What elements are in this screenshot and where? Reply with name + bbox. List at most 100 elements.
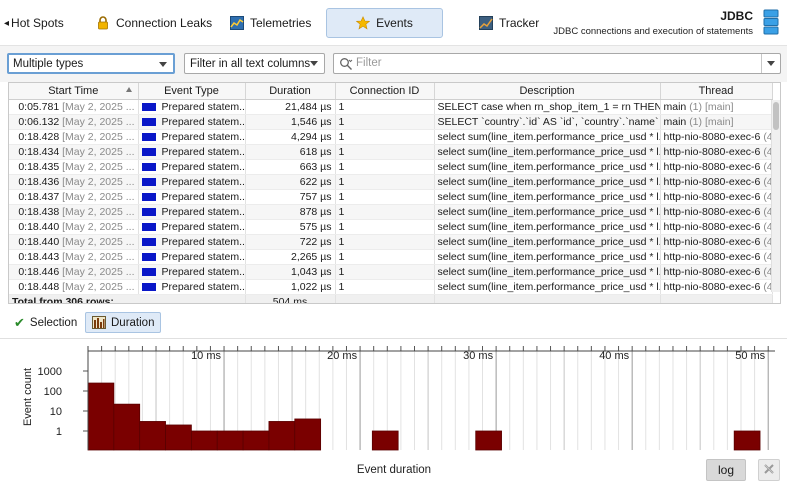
tab-telemetries[interactable]: Telemetries [230, 8, 330, 38]
cell-duration: 722 µs [245, 234, 336, 250]
cell-connection-id: 1 [335, 159, 435, 175]
cell-start-time: 0:18.443 [May 2, 2025 ... [9, 249, 139, 265]
search-input[interactable]: Filter [333, 53, 781, 74]
cell-description: select sum(line_item.performance_price_u… [434, 174, 661, 190]
column-header-start-time[interactable]: Start Time [9, 83, 139, 100]
total-empty-cell [434, 293, 661, 303]
histogram-bar [475, 430, 502, 451]
cell-description: select sum(line_item.performance_price_u… [434, 264, 661, 280]
table-row[interactable]: 0:18.443 [May 2, 2025 ... Prepared statem… [9, 249, 773, 265]
table-row[interactable]: 0:18.428 [May 2, 2025 ... Prepared statem… [9, 129, 773, 145]
x-tick-label: 30 ms [463, 350, 493, 362]
cell-description: select sum(line_item.performance_price_u… [434, 144, 661, 160]
table-row[interactable]: 0:18.446 [May 2, 2025 ... Prepared statem… [9, 264, 773, 280]
table-row[interactable]: 0:18.440 [May 2, 2025 ... Prepared statem… [9, 219, 773, 235]
table-row[interactable]: 0:18.438 [May 2, 2025 ... Prepared statem… [9, 204, 773, 220]
cell-event-type: Prepared statem... [138, 279, 246, 295]
x-tick-label: 50 ms [735, 350, 765, 362]
cell-duration: 1,546 µs [245, 114, 336, 130]
cell-connection-id: 1 [335, 189, 435, 205]
total-empty-cell [660, 293, 773, 303]
event-type-color-swatch [141, 222, 156, 231]
scrollbar-thumb[interactable] [773, 102, 779, 130]
x-axis-label: Event duration [357, 464, 431, 476]
cell-description: SELECT `country`.`id` AS `id`, `country`… [434, 114, 661, 130]
total-empty-cell [335, 293, 435, 303]
cell-description: select sum(line_item.performance_price_u… [434, 129, 661, 145]
cell-thread: main (1) [main] [660, 99, 773, 115]
cell-connection-id: 1 [335, 219, 435, 235]
cell-thread: http-nio-8080-exec-6 (49)... [660, 174, 773, 190]
events-table: Start Time Event Type Duration Connectio… [8, 82, 781, 304]
cell-event-type: Prepared statem... [138, 144, 246, 160]
event-type-color-swatch [141, 237, 156, 246]
cell-description: select sum(line_item.performance_price_u… [434, 189, 661, 205]
cell-event-type: Prepared statem... [138, 249, 246, 265]
x-tick-label: 20 ms [327, 350, 357, 362]
cell-duration: 622 µs [245, 174, 336, 190]
tab-label: Events [376, 16, 413, 30]
cell-duration: 878 µs [245, 204, 336, 220]
cell-start-time: 0:18.440 [May 2, 2025 ... [9, 234, 139, 250]
tab-tracker[interactable]: Tracker [479, 8, 559, 38]
checkmark-icon: ✔ [14, 314, 25, 330]
cell-connection-id: 1 [335, 264, 435, 280]
cell-start-time: 0:18.428 [May 2, 2025 ... [9, 129, 139, 145]
cell-duration: 2,265 µs [245, 249, 336, 265]
log-scale-button[interactable]: log [706, 459, 746, 481]
event-type-select[interactable]: Multiple types [7, 53, 175, 74]
cell-thread: http-nio-8080-exec-6 (49)... [660, 159, 773, 175]
table-row[interactable]: 0:18.437 [May 2, 2025 ... Prepared statem… [9, 189, 773, 205]
cell-description: select sum(line_item.performance_price_u… [434, 204, 661, 220]
table-row[interactable]: 0:05.781 [May 2, 2025 ... Prepared statem… [9, 99, 773, 115]
y-tick-label: 1 [56, 426, 62, 438]
chevron-down-icon[interactable] [767, 61, 775, 66]
text-column-filter-select[interactable]: Filter in all text columns [184, 53, 325, 74]
tab-connection-leaks[interactable]: Connection Leaks [96, 8, 226, 38]
selection-toggle[interactable]: ✔ Selection [8, 312, 83, 333]
star-icon [355, 16, 371, 30]
tab-hot-spots[interactable]: ◂ Hot Spots [4, 8, 84, 38]
vertical-scrollbar[interactable] [771, 100, 780, 292]
histogram-bar [87, 382, 115, 451]
cell-start-time: 0:18.438 [May 2, 2025 ... [9, 204, 139, 220]
chevron-down-icon [159, 62, 167, 67]
duration-label: Duration [111, 316, 155, 329]
column-header-thread[interactable]: Thread [660, 83, 773, 100]
table-row[interactable]: 0:18.448 [May 2, 2025 ... Prepared statem… [9, 279, 773, 295]
hot-spots-icon: ◂ [4, 17, 10, 29]
tab-label: Hot Spots [11, 16, 64, 30]
cell-thread: http-nio-8080-exec-6 (49)... [660, 219, 773, 235]
column-header-duration[interactable]: Duration [245, 83, 336, 100]
table-row[interactable]: 0:18.440 [May 2, 2025 ... Prepared statem… [9, 234, 773, 250]
cell-thread: http-nio-8080-exec-6 (49)... [660, 204, 773, 220]
tab-events[interactable]: Events [326, 8, 443, 38]
clear-selection-button[interactable] [758, 459, 780, 481]
table-row[interactable]: 0:18.434 [May 2, 2025 ... Prepared statem… [9, 144, 773, 160]
cell-connection-id: 1 [335, 249, 435, 265]
event-type-color-swatch [141, 192, 156, 201]
cell-start-time: 0:06.132 [May 2, 2025 ... [9, 114, 139, 130]
histogram-bar [113, 403, 141, 451]
top-tab-bar: ◂ Hot Spots Connection Leaks Telemetries… [0, 0, 787, 46]
column-header-connection-id[interactable]: Connection ID [335, 83, 435, 100]
table-row[interactable]: 0:18.436 [May 2, 2025 ... Prepared statem… [9, 174, 773, 190]
tracker-chart-icon [479, 16, 493, 30]
cell-start-time: 0:18.434 [May 2, 2025 ... [9, 144, 139, 160]
tab-label: Tracker [499, 16, 540, 30]
cell-thread: http-nio-8080-exec-6 (49)... [660, 264, 773, 280]
column-header-description[interactable]: Description [434, 83, 661, 100]
histogram-bar [294, 418, 322, 451]
column-header-event-type[interactable]: Event Type [138, 83, 246, 100]
tab-label: Telemetries [250, 16, 312, 30]
table-row[interactable]: 0:18.435 [May 2, 2025 ... Prepared statem… [9, 159, 773, 175]
lock-icon [96, 16, 110, 30]
event-type-value: Multiple types [13, 57, 84, 70]
cell-description: select sum(line_item.performance_price_u… [434, 279, 661, 295]
cell-event-type: Prepared statem... [138, 189, 246, 205]
cell-connection-id: 1 [335, 144, 435, 160]
table-row[interactable]: 0:06.132 [May 2, 2025 ... Prepared statem… [9, 114, 773, 130]
search-icon [339, 57, 353, 71]
duration-toggle[interactable]: Duration [85, 312, 161, 333]
cell-event-type: Prepared statem... [138, 99, 246, 115]
